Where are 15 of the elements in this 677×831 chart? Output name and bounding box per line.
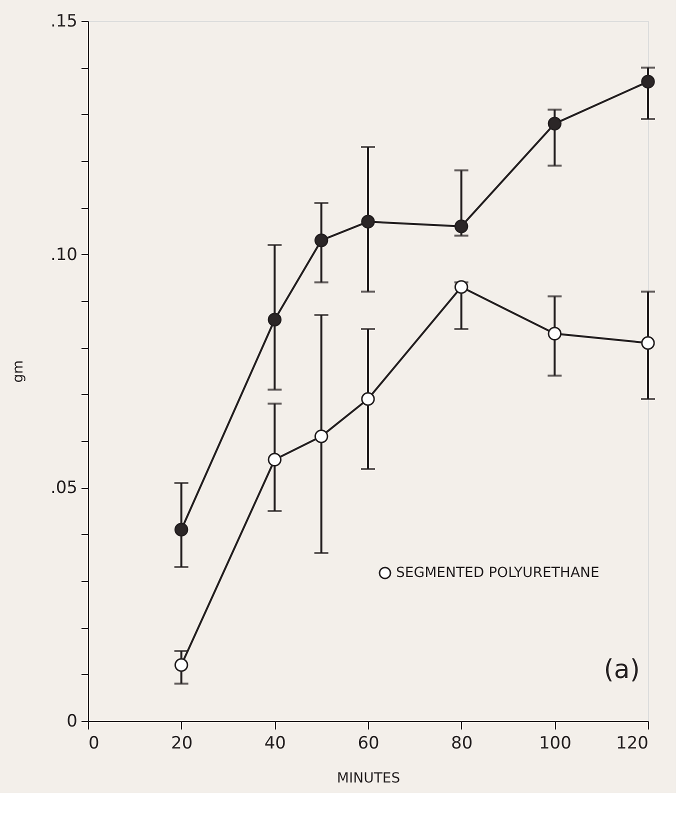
y-tick-label: .15 bbox=[50, 12, 78, 32]
x-axis-title: MINUTES bbox=[336, 770, 400, 786]
x-tick-label: 20 bbox=[171, 734, 193, 754]
y-tick-label: .10 bbox=[50, 244, 78, 265]
x-tick-label: 60 bbox=[358, 734, 380, 754]
x-tick-label: 120 bbox=[616, 734, 648, 754]
x-tick-label: 0 bbox=[88, 734, 100, 754]
legend-label: SEGMENTED POLYURETHANE bbox=[396, 565, 600, 581]
y-tick-label: 0 bbox=[66, 712, 78, 732]
annotation: (a) bbox=[604, 655, 640, 685]
y-tick-label: .05 bbox=[50, 478, 78, 498]
x-tick-label: 40 bbox=[264, 734, 286, 754]
y-axis-title: gm bbox=[10, 360, 26, 383]
x-tick-label: 80 bbox=[451, 734, 473, 754]
x-tick-label: 100 bbox=[538, 734, 572, 754]
